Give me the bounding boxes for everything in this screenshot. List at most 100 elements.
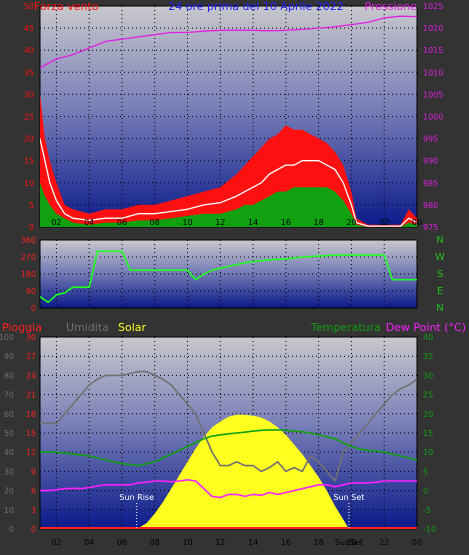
- y-tick-label: 30: [26, 333, 36, 342]
- x-tick-label: 06: [117, 218, 127, 227]
- wind-average-line: [40, 138, 417, 227]
- y-tick-label: 1010: [423, 68, 443, 77]
- x-tick-label: 14: [248, 538, 258, 547]
- x-tick-label: 02: [51, 218, 61, 227]
- y-tick-label: 50: [4, 429, 14, 438]
- pressure-label: Pressione: [365, 0, 418, 13]
- sunset-tick-label: SunSet: [335, 538, 363, 547]
- x-tick-label: 02: [51, 538, 61, 547]
- y-tick-label: 990: [423, 157, 438, 166]
- temperature-line: [40, 429, 417, 467]
- wind-series: [40, 15, 417, 227]
- x-tick-label: 06: [117, 538, 127, 547]
- wind-x-axis-ticks: 02 04 06 08 10 12 14 16 18 20 22 00: [51, 218, 422, 227]
- x-tick-label: 18: [314, 218, 324, 227]
- compass-label: N: [436, 303, 443, 314]
- chart-title: 24 ore prima del 10 Aprile 2022: [168, 0, 343, 13]
- direction-grid: [40, 240, 418, 308]
- dew-point-label: Dew Point (°C): [386, 321, 466, 334]
- x-tick-label: 16: [281, 538, 291, 547]
- y-tick-label: 40: [24, 46, 34, 55]
- y-tick-label: 270: [21, 253, 36, 262]
- humidity-line: [40, 370, 417, 482]
- rain-label: Pioggia: [2, 321, 42, 334]
- dew-point-line: [40, 478, 417, 499]
- x-tick-label: 22: [379, 218, 389, 227]
- x-tick-label: 10: [182, 218, 192, 227]
- y-tick-label: 12: [26, 448, 36, 457]
- x-tick-label: 18: [314, 538, 324, 547]
- pressure-right-axis-ticks: 975 980 985 990 995 1000 1005 1010 1015 1020 1025: [423, 2, 443, 232]
- x-tick-label: 20: [346, 538, 356, 547]
- y-tick-label: 45: [24, 24, 34, 33]
- rain-axis-ticks: 0 3 6 9 12 15 18 21 24 27 30: [26, 333, 36, 534]
- wind-left-axis-ticks: 0 5 10 15 20 25 30 35 40 45 50: [24, 2, 34, 232]
- temperature-label: Temperatura: [310, 321, 381, 334]
- x-tick-label: 14: [248, 218, 258, 227]
- x-tick-label: 04: [84, 218, 94, 227]
- y-tick-label: 25: [24, 113, 34, 122]
- y-tick-label: 60: [4, 410, 14, 419]
- y-tick-label: 90: [26, 287, 36, 296]
- y-tick-label: 20: [24, 135, 34, 144]
- solar-label: Solar: [118, 321, 147, 334]
- wind-speed-label: Forza vento: [34, 0, 99, 13]
- sunset-label: Sun Set: [334, 493, 365, 502]
- y-tick-label: 100: [0, 333, 14, 342]
- compass-label: W: [435, 252, 445, 263]
- y-tick-label: 0: [9, 525, 14, 534]
- y-tick-label: 10: [423, 448, 433, 457]
- x-tick-label: 04: [84, 538, 94, 547]
- x-tick-label: 12: [215, 538, 225, 547]
- y-tick-label: 5: [29, 201, 34, 210]
- temperature-axis-ticks: -10 -5 0 5 10 15 20 25 30 35 40: [423, 333, 436, 534]
- y-tick-label: 35: [423, 352, 433, 361]
- y-tick-label: 50: [24, 2, 34, 11]
- y-tick-label: 40: [423, 333, 433, 342]
- humidity-axis-ticks: 0 10 20 30 40 50 60 70 80 90 100: [0, 333, 14, 534]
- y-tick-label: 360: [21, 236, 36, 245]
- y-tick-label: 1000: [423, 113, 443, 122]
- y-tick-label: 6: [31, 487, 36, 496]
- y-tick-label: 21: [26, 391, 36, 400]
- y-tick-label: 1015: [423, 46, 443, 55]
- y-tick-label: 80: [4, 371, 14, 380]
- y-tick-label: 1025: [423, 2, 443, 11]
- x-tick-label: 08: [150, 538, 160, 547]
- climate-x-axis-ticks: 02 04 06 08 10 12 14 16 18 20 22 00: [51, 538, 422, 547]
- y-tick-label: 15: [24, 157, 34, 166]
- y-tick-label: 30: [24, 90, 34, 99]
- x-tick-label: 08: [150, 218, 160, 227]
- x-tick-label: 12: [215, 218, 225, 227]
- compass-label: E: [437, 286, 443, 297]
- y-tick-label: 0: [29, 223, 34, 232]
- y-tick-label: 5: [423, 467, 428, 476]
- y-tick-label: 30: [4, 467, 14, 476]
- compass-label: N: [436, 235, 443, 246]
- y-tick-label: -5: [423, 506, 431, 515]
- y-tick-label: 975: [423, 223, 438, 232]
- x-tick-label: 00: [412, 538, 422, 547]
- y-tick-label: 9: [31, 467, 36, 476]
- x-tick-label: 22: [379, 538, 389, 547]
- pressure-line: [40, 15, 417, 69]
- y-tick-label: 985: [423, 179, 438, 188]
- y-tick-label: 70: [4, 391, 14, 400]
- y-tick-label: 20: [423, 410, 433, 419]
- wind-direction-line: [40, 250, 417, 304]
- solar-area: [136, 414, 349, 529]
- y-tick-label: -10: [423, 525, 436, 534]
- y-tick-label: 30: [423, 371, 433, 380]
- sun-markers: Sun Rise Sun Set SunSet: [119, 493, 364, 547]
- y-tick-label: 995: [423, 135, 438, 144]
- compass-label: S: [437, 269, 443, 280]
- x-tick-label: 10: [182, 538, 192, 547]
- y-tick-label: 3: [31, 506, 36, 515]
- y-tick-label: 40: [4, 448, 14, 457]
- y-tick-label: 25: [423, 391, 433, 400]
- y-tick-label: 15: [423, 429, 433, 438]
- sunrise-label: Sun Rise: [119, 493, 154, 502]
- y-tick-label: 10: [24, 179, 34, 188]
